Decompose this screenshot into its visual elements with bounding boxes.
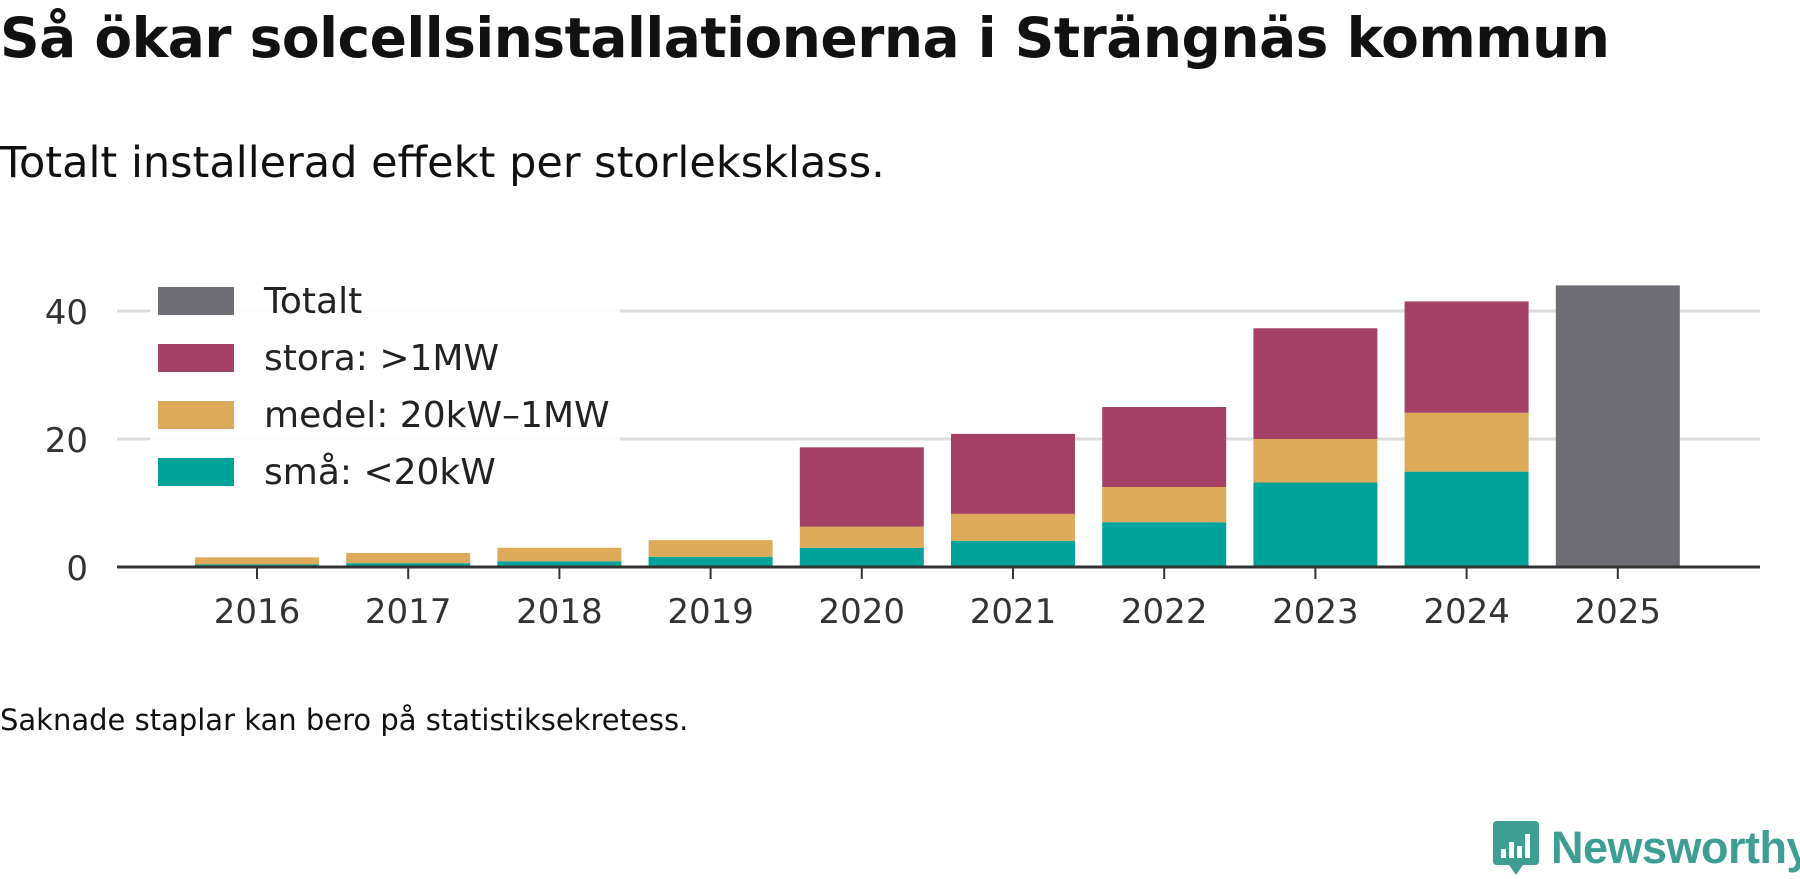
legend-label: stora: >1MW xyxy=(264,338,499,379)
bar-2020-små xyxy=(799,547,924,567)
bar-2019-små xyxy=(648,556,773,567)
bar-2020-medel xyxy=(799,526,924,548)
legend-label: medel: 20kW–1MW xyxy=(264,395,610,436)
bar-2018-medel xyxy=(497,547,622,562)
stacked-bar-chart: 0 20 40 2016 2017 2018 2019 2020 2021 2022 2023 202… xyxy=(44,281,1760,632)
x-tick-label-2019: 2019 xyxy=(667,592,754,632)
x-tick-label-2017: 2017 xyxy=(365,592,452,632)
chart-subtitle: Totalt installerad effekt per storlekskl… xyxy=(0,138,885,188)
bar-2020-stora xyxy=(799,447,924,527)
bar-2025-Totalt xyxy=(1555,285,1680,567)
legend-swatch-1 xyxy=(158,344,234,372)
legend-swatch-0 xyxy=(158,287,234,315)
x-tick-label-2016: 2016 xyxy=(214,592,301,632)
x-tick-label-2025: 2025 xyxy=(1575,592,1662,632)
legend-swatch-2 xyxy=(158,401,234,429)
bar-2016-medel xyxy=(195,557,319,565)
bar-2021-små xyxy=(951,540,1075,567)
x-tick-label-2018: 2018 xyxy=(516,592,603,632)
logo-text: Newsworthy xyxy=(1551,822,1800,873)
y-tick-label: 0 xyxy=(66,549,88,589)
newsworthy-chart-icon xyxy=(1493,821,1539,875)
bar-2022-medel xyxy=(1102,487,1227,523)
bar-2023-små xyxy=(1253,482,1378,567)
bar-2019-medel xyxy=(648,540,773,557)
y-tick-label: 40 xyxy=(45,293,88,333)
bar-2021-stora xyxy=(951,433,1075,514)
bar-2022-små xyxy=(1102,522,1227,567)
footnote: Saknade staplar kan bero på statistiksek… xyxy=(0,703,689,737)
x-tick-label-2023: 2023 xyxy=(1272,592,1359,632)
bar-2017-små xyxy=(346,563,471,567)
bar-2022-stora xyxy=(1102,407,1227,487)
bar-2024-medel xyxy=(1404,412,1529,472)
legend-swatch-3 xyxy=(158,458,234,486)
bar-2021-medel xyxy=(951,513,1075,541)
x-tick-label-2020: 2020 xyxy=(819,592,906,632)
x-tick-label-2022: 2022 xyxy=(1121,592,1208,632)
bar-2018-små xyxy=(497,561,622,567)
bar-2017-medel xyxy=(346,552,471,564)
legend-label: små: <20kW xyxy=(264,452,496,493)
x-tick-label-2024: 2024 xyxy=(1423,592,1510,632)
legend-label: Totalt xyxy=(263,281,362,322)
x-tick-label-2021: 2021 xyxy=(970,592,1057,632)
y-tick-label: 20 xyxy=(45,421,88,461)
chart-title: Så ökar solcellsinstallationerna i Strän… xyxy=(0,6,1610,70)
newsworthy-logo[interactable]: Newsworthy xyxy=(1491,819,1800,877)
bar-2023-medel xyxy=(1253,439,1378,483)
bar-2024-stora xyxy=(1404,301,1529,413)
bar-2023-stora xyxy=(1253,328,1378,439)
bar-2024-små xyxy=(1404,471,1529,567)
